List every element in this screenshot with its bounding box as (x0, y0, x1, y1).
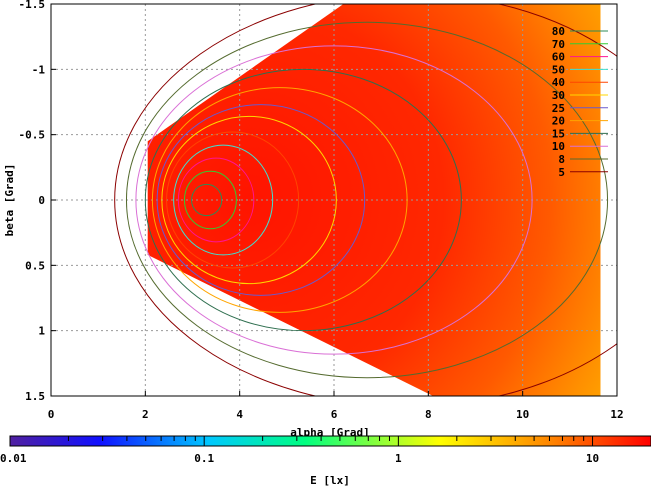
y-axis-label: beta [Grad] (3, 164, 16, 237)
legend-label: 40 (552, 76, 565, 89)
colorbar-tick-label: 10 (586, 452, 599, 465)
legend-label: 25 (552, 102, 565, 115)
colorbar-tick-label: 1 (395, 452, 402, 465)
y-tick-label: -1 (32, 63, 46, 76)
y-tick-label: -1.5 (19, 0, 46, 11)
y-tick-label: 1 (38, 325, 45, 338)
contour-line (161, 115, 337, 285)
colorbar (9, 435, 651, 447)
contour-line (183, 170, 237, 230)
x-tick-label: 4 (236, 408, 243, 421)
legend-label: 60 (552, 51, 565, 64)
legend-label: 8 (558, 153, 565, 166)
contour-line (125, 21, 609, 379)
contour-line (177, 157, 255, 243)
axis-ticks: 0 2 4 6 8 10 12-1.5-1-0.500.511.5 (19, 0, 624, 421)
y-tick-label: -0.5 (19, 129, 46, 142)
contour-line (114, 4, 617, 396)
x-tick-label: 8 (425, 408, 432, 421)
legend-label: 30 (552, 89, 565, 102)
y-tick-label: 0 (38, 194, 45, 207)
x-tick-label: 0 (48, 408, 55, 421)
legend-label: 15 (552, 127, 565, 140)
colorbar-label: E [lx] (310, 474, 350, 486)
contour-line (173, 144, 274, 256)
contour-line (166, 131, 300, 269)
legend-label: 80 (552, 25, 565, 38)
x-tick-label: 10 (516, 408, 529, 421)
colorbar-tick-label: 0.1 (194, 452, 214, 465)
contour-lines (114, 4, 617, 396)
legend-label: 50 (552, 63, 565, 76)
legend-label: 10 (552, 140, 565, 153)
contour-line (156, 104, 366, 296)
colorbar-tick-label: 0.01 (0, 452, 27, 465)
contour-line (144, 68, 462, 332)
contour-line (135, 45, 533, 355)
legend-label: 5 (558, 166, 565, 179)
y-tick-label: 0.5 (25, 259, 45, 272)
x-tick-label: 12 (610, 408, 623, 421)
y-tick-label: 1.5 (25, 390, 45, 403)
x-tick-label: 6 (331, 408, 338, 421)
colorbar-ticks: 0.01 0.1 1 10 (0, 436, 651, 465)
legend-label: 70 (552, 38, 565, 51)
contour-line (191, 183, 223, 217)
legend-label: 20 (552, 115, 565, 128)
x-tick-label: 2 (142, 408, 149, 421)
contour-line (151, 87, 408, 313)
